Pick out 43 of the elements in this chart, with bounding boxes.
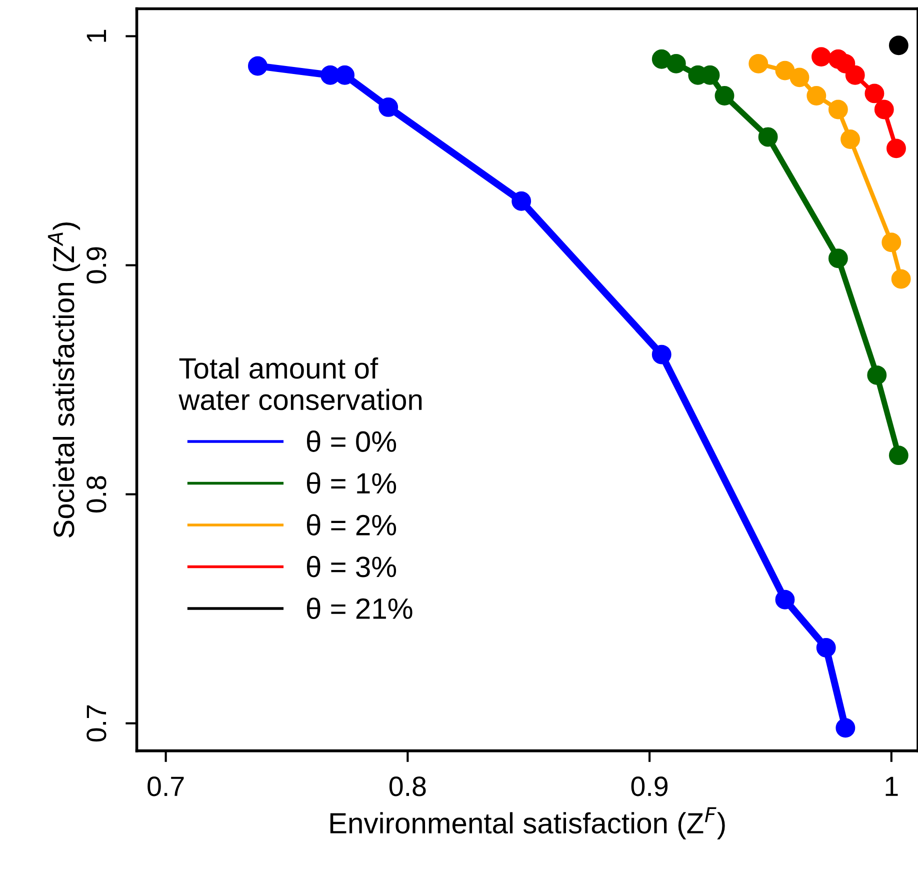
point	[886, 138, 906, 158]
point	[714, 86, 734, 106]
y-tick-label: 0.8	[86, 476, 106, 512]
x-tick-label: 1	[886, 776, 898, 796]
point	[816, 638, 836, 658]
y-tick-label: 0.9	[86, 247, 106, 284]
legend-label: θ = 21%	[306, 598, 412, 620]
point	[775, 60, 795, 80]
point	[758, 127, 778, 147]
point	[874, 100, 894, 120]
point	[836, 718, 856, 738]
legend-title: Total amount of water conservation	[178, 357, 422, 410]
point	[790, 68, 810, 88]
point	[864, 84, 884, 104]
x-tick-label: 0.7	[148, 776, 184, 796]
y-tick-label: 0.7	[86, 705, 106, 742]
legend-label: θ = 0%	[306, 430, 396, 452]
point	[378, 97, 398, 117]
point	[512, 191, 532, 211]
x-axis-title: Environmental satisfaction (Z$^{F}$)	[330, 807, 725, 840]
x-tick-label: 0.9	[631, 776, 668, 796]
x-tick-label: 0.8	[389, 776, 426, 796]
point	[775, 590, 795, 610]
point	[840, 130, 860, 149]
point	[867, 365, 887, 385]
y-axis-title: Societal satisfaction (Z$^{A}$)	[48, 222, 80, 538]
point	[888, 446, 908, 466]
legend-label: θ = 3%	[306, 556, 396, 578]
point	[248, 56, 268, 76]
point	[888, 36, 908, 56]
y-tick-label: 1	[86, 30, 106, 42]
point	[666, 54, 686, 74]
legend-label: θ = 2%	[306, 514, 396, 536]
point	[812, 47, 831, 67]
point	[748, 54, 768, 74]
point	[828, 248, 848, 268]
point	[828, 100, 848, 120]
point	[882, 232, 902, 252]
point	[652, 344, 672, 364]
point	[806, 86, 826, 106]
point	[891, 269, 911, 289]
point	[845, 65, 865, 85]
legend-label: θ = 1%	[306, 472, 396, 494]
